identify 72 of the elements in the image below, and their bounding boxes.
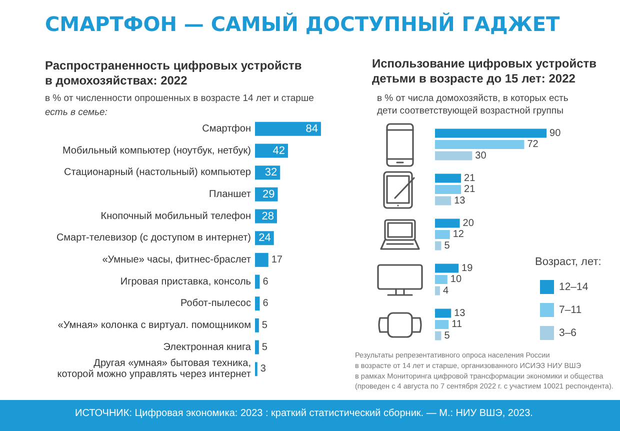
y-tick-label: Робот-пылесос bbox=[180, 298, 251, 310]
text: ИСТОЧНИК: Цифровая экономика: 2023 : краткий статистический сборник. — М.: НИУ ВШЭ, 2023. bbox=[75, 408, 533, 419]
bar bbox=[435, 140, 524, 149]
legend-label: 12–14 bbox=[559, 281, 588, 293]
chart-subtitle: в % от числа домохозяйств, в которых есть дети соответствующей возрастной группы bbox=[377, 92, 568, 116]
data-label: 17 bbox=[271, 254, 283, 266]
data-label: 42 bbox=[272, 144, 285, 157]
data-label: 21 bbox=[464, 184, 476, 195]
bar bbox=[435, 174, 462, 183]
y-tick-label: Планшет bbox=[209, 188, 252, 200]
bar bbox=[435, 230, 450, 239]
bar bbox=[435, 308, 452, 318]
bar bbox=[255, 340, 259, 354]
y-tick-label: Кнопочный мобильный телефон bbox=[100, 210, 251, 222]
y-tick-label: Смартфон bbox=[202, 123, 251, 134]
data-label: 6 bbox=[262, 298, 269, 310]
data-label: 20 bbox=[462, 218, 474, 229]
data-label: 24 bbox=[258, 232, 271, 244]
bar bbox=[435, 320, 449, 329]
text: есть в семье: bbox=[45, 106, 108, 118]
chart-title: Распространенность цифровых устройств в домохозяйствах: 2022 bbox=[45, 58, 302, 88]
bar bbox=[255, 274, 260, 289]
bar bbox=[435, 196, 452, 206]
bar bbox=[435, 275, 448, 284]
legend-title: Возраст, лет: bbox=[535, 256, 602, 268]
data-label: 13 bbox=[454, 195, 466, 206]
y-tick-label: Другая «умная» бытовая техника, которой можно управлять через интернет bbox=[57, 358, 252, 380]
data-label: 13 bbox=[454, 308, 466, 319]
data-label: 32 bbox=[264, 166, 278, 179]
data-label: 6 bbox=[262, 276, 269, 288]
bar bbox=[435, 185, 462, 194]
data-label: 3 bbox=[260, 364, 266, 375]
chart-subtitle: в % от численности опрошенных в возрасте 14 лет и старше bbox=[45, 92, 314, 104]
data-label: 11 bbox=[452, 319, 462, 330]
y-tick-label: «Умные» часы, фитнес-браслет bbox=[102, 254, 252, 266]
bar bbox=[255, 122, 321, 136]
y-tick-label: Смарт-телевизор (с доступом в интернет) bbox=[56, 232, 251, 244]
bar bbox=[435, 241, 442, 250]
data-label: 21 bbox=[464, 172, 476, 184]
bar bbox=[255, 296, 260, 311]
data-label: 19 bbox=[462, 262, 474, 274]
bar bbox=[435, 331, 442, 340]
data-label: 5 bbox=[444, 240, 450, 252]
data-label: 84 bbox=[306, 122, 318, 135]
data-label: 5 bbox=[262, 320, 268, 331]
y-tick-label: Электронная книга bbox=[163, 342, 252, 353]
y-tick-label: Игровая приставка, консоль bbox=[120, 276, 251, 288]
data-label: 28 bbox=[262, 210, 274, 222]
legend-label: 7–11 bbox=[559, 304, 582, 316]
bar bbox=[435, 264, 459, 273]
text: СМАРТФОН — САМЫЙ ДОСТУПНЫЙ ГАДЖЕТ bbox=[45, 12, 560, 36]
bar bbox=[435, 286, 440, 296]
data-label: 29 bbox=[262, 188, 275, 200]
data-label: 30 bbox=[475, 150, 487, 162]
data-label: 10 bbox=[450, 274, 462, 285]
data-label: 90 bbox=[550, 128, 562, 139]
y-tick-label: «Умная» колонка с виртуал. помощником bbox=[58, 320, 252, 331]
data-label: 5 bbox=[262, 342, 268, 353]
bar bbox=[435, 128, 547, 138]
y-tick-label: Стационарный (настольный) компьютер bbox=[64, 167, 252, 178]
legend-label: 3–6 bbox=[559, 327, 577, 339]
bar bbox=[435, 151, 472, 160]
data-label: 4 bbox=[442, 285, 449, 296]
bar bbox=[435, 218, 460, 228]
bar bbox=[255, 318, 259, 332]
data-label: 72 bbox=[527, 139, 539, 150]
data-label: 12 bbox=[452, 229, 464, 240]
bar bbox=[255, 144, 288, 158]
chart-title: Использование цифровых устройств детьми в возрасте до 15 лет: 2022 bbox=[372, 56, 597, 86]
bar bbox=[255, 252, 268, 267]
data-label: 5 bbox=[444, 330, 450, 342]
y-tick-label: Мобильный компьютер (ноутбук, нетбук) bbox=[62, 145, 251, 156]
